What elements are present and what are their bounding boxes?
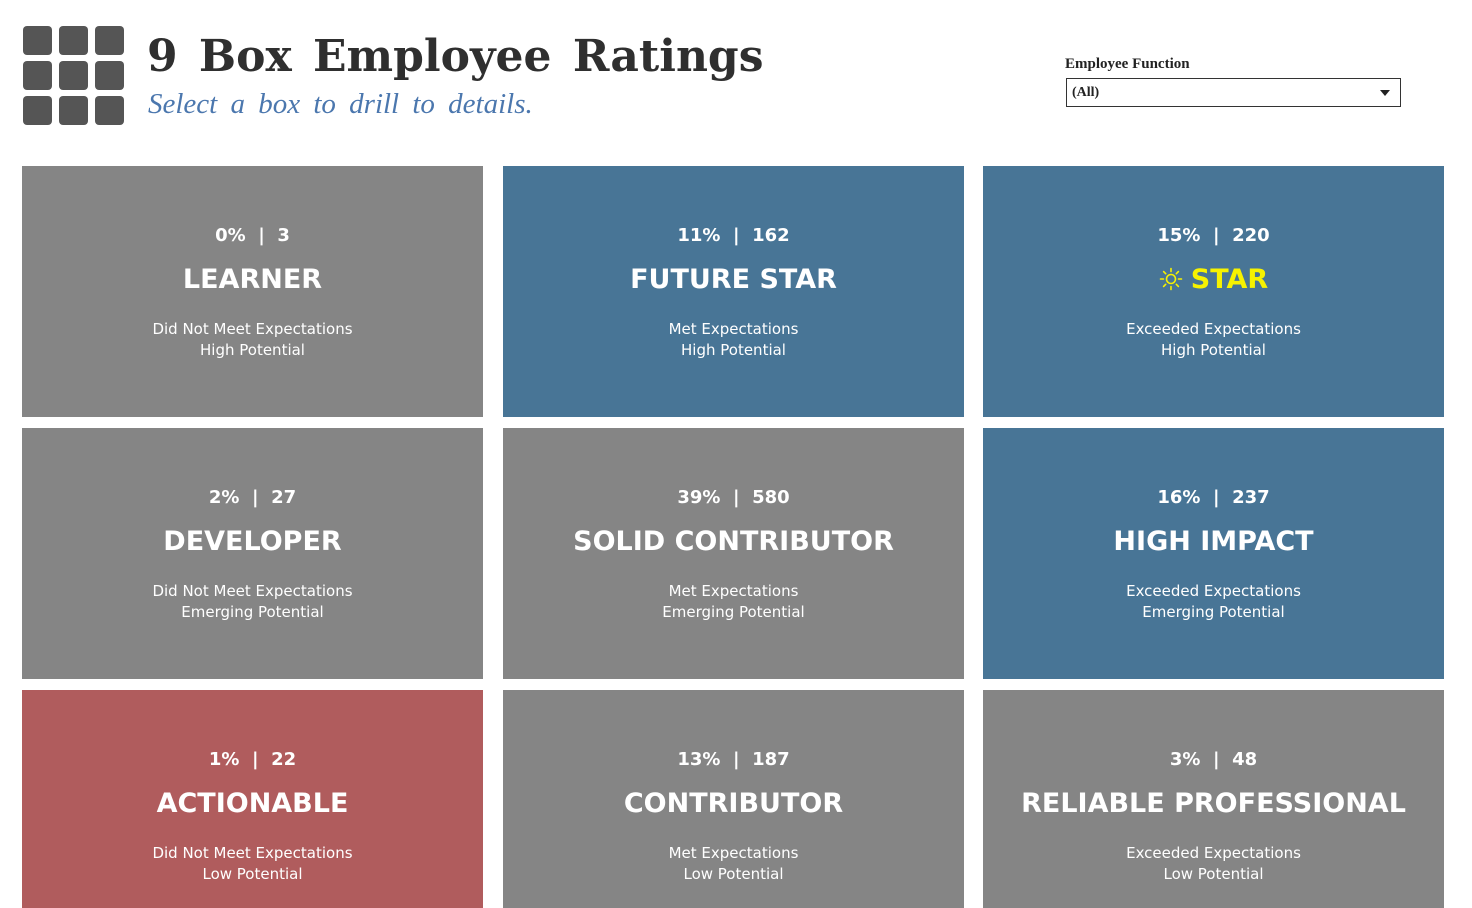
box-stats: 13% | 187 (677, 749, 790, 770)
box-performance: Exceeded Expectations (1126, 320, 1301, 338)
box-title: SOLID CONTRIBUTOR (573, 526, 894, 557)
nine-box-grid-icon (23, 26, 124, 125)
box-title: STAR (1190, 264, 1269, 295)
box-potential: Emerging Potential (181, 603, 324, 621)
employee-function-dropdown[interactable]: (All) (1066, 78, 1401, 107)
box-potential: High Potential (681, 341, 786, 359)
sun-icon (1159, 267, 1183, 291)
box-performance: Met Expectations (668, 844, 799, 862)
box-performance: Did Not Meet Expectations (152, 844, 353, 862)
employee-function-value: (All) (1072, 85, 1100, 100)
employee-function-label: Employee Function (1065, 56, 1190, 72)
box-title: HIGH IMPACT (1113, 526, 1314, 557)
box-title: DEVELOPER (163, 526, 342, 557)
box-potential: High Potential (200, 341, 305, 359)
box-stats: 3% | 48 (1169, 749, 1258, 770)
box-learner[interactable]: 0% | 3 LEARNER Did Not Meet Expectations… (22, 166, 483, 417)
box-contributor[interactable]: 13% | 187 CONTRIBUTOR Met Expectations L… (503, 690, 964, 908)
box-potential: Emerging Potential (662, 603, 805, 621)
box-developer[interactable]: 2% | 27 DEVELOPER Did Not Meet Expectati… (22, 428, 483, 679)
box-stats: 11% | 162 (677, 225, 790, 246)
box-title-row: STAR (983, 262, 1444, 298)
box-title: LEARNER (182, 264, 323, 295)
page-subtitle: Select a box to drill to details. (148, 88, 533, 120)
box-title: FUTURE STAR (630, 264, 837, 295)
box-performance: Exceeded Expectations (1126, 582, 1301, 600)
box-reliable-professional[interactable]: 3% | 48 RELIABLE PROFESSIONAL Exceeded E… (983, 690, 1444, 908)
box-future-star[interactable]: 11% | 162 FUTURE STAR Met Expectations H… (503, 166, 964, 417)
box-high-impact[interactable]: 16% | 237 HIGH IMPACT Exceeded Expectati… (983, 428, 1444, 679)
caret-down-icon (1380, 90, 1390, 96)
box-star[interactable]: 15% | 220 STAR Exceeded Expectations Hig… (983, 166, 1444, 417)
box-stats: 0% | 3 (215, 225, 290, 246)
box-performance: Exceeded Expectations (1126, 844, 1301, 862)
box-performance: Met Expectations (668, 320, 799, 338)
box-stats: 39% | 580 (677, 487, 790, 508)
box-potential: Low Potential (1163, 865, 1264, 883)
box-potential: High Potential (1161, 341, 1266, 359)
box-performance: Did Not Meet Expectations (152, 582, 353, 600)
box-solid-contributor[interactable]: 39% | 580 SOLID CONTRIBUTOR Met Expectat… (503, 428, 964, 679)
box-performance: Met Expectations (668, 582, 799, 600)
box-stats: 2% | 27 (208, 487, 297, 508)
box-title: RELIABLE PROFESSIONAL (1021, 788, 1406, 819)
box-stats: 1% | 22 (208, 749, 297, 770)
box-actionable[interactable]: 1% | 22 ACTIONABLE Did Not Meet Expectat… (22, 690, 483, 908)
box-stats: 15% | 220 (1157, 225, 1270, 246)
page-title: 9 Box Employee Ratings (147, 31, 764, 82)
box-potential: Low Potential (683, 865, 784, 883)
box-potential: Emerging Potential (1142, 603, 1285, 621)
box-title: ACTIONABLE (156, 788, 349, 819)
box-potential: Low Potential (202, 865, 303, 883)
box-title: CONTRIBUTOR (623, 788, 844, 819)
box-stats: 16% | 237 (1157, 487, 1270, 508)
box-performance: Did Not Meet Expectations (152, 320, 353, 338)
